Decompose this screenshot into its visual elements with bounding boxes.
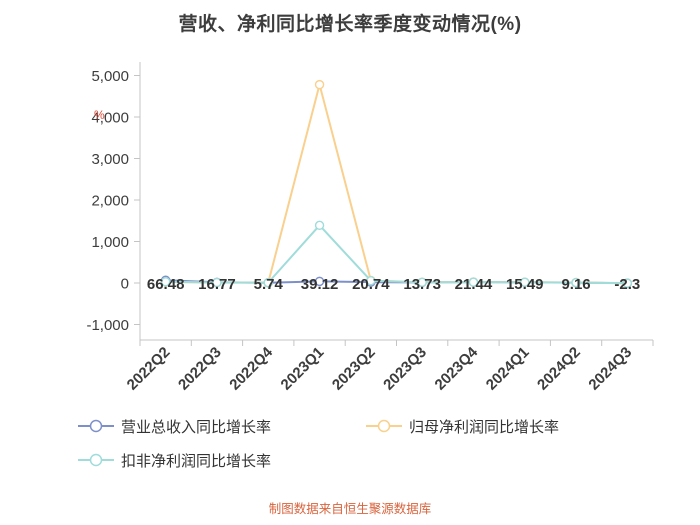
- x-axis-label: 2022Q3: [175, 344, 225, 394]
- legend: 营业总收入同比增长率 归母净利润同比增长率 扣非净利润同比增长率: [78, 417, 559, 485]
- legend-label: 扣非净利润同比增长率: [121, 452, 272, 470]
- chart-title: 营收、净利同比增长率季度变动情况(%): [178, 14, 522, 35]
- y-axis-unit-label: %: [94, 108, 105, 122]
- y-axis-tick-label: 4,000: [91, 110, 129, 127]
- series-line-2: [165, 224, 628, 285]
- data-label: 21.44: [455, 276, 493, 293]
- legend-line-circle-icon: [78, 419, 114, 433]
- y-axis-tick-label: -1,000: [86, 317, 129, 334]
- data-point-marker: [366, 276, 376, 286]
- data-label: 66.48: [147, 276, 185, 293]
- y-axis-tick-label: 0: [121, 276, 129, 293]
- legend-label: 归母净利润同比增长率: [409, 418, 560, 436]
- x-axis-label: 2023Q4: [432, 343, 482, 393]
- legend-row-2: 扣非净利润同比增长率: [78, 450, 559, 471]
- data-label: 13.73: [403, 276, 441, 293]
- x-axis-label: 2022Q2: [124, 344, 174, 394]
- data-point-marker: [520, 277, 530, 287]
- data-label: 5.74: [254, 276, 284, 293]
- data-point-marker: [212, 277, 222, 288]
- data-point-marker: [160, 277, 171, 287]
- y-axis-tick-label: 1,000: [91, 234, 129, 251]
- data-source-note: 制图数据来自恒生聚源数据库: [268, 502, 432, 516]
- data-point-marker: [314, 220, 325, 231]
- data-label: 15.49: [506, 276, 544, 293]
- x-axis-label: 2023Q2: [329, 344, 379, 394]
- x-axis-label: 2023Q1: [278, 344, 328, 394]
- x-axis-label: 2024Q2: [534, 344, 584, 394]
- data-point-marker: [417, 277, 427, 288]
- legend-label: 营业总收入同比增长率: [121, 418, 272, 436]
- legend-item-revenue-growth[interactable]: 营业总收入同比增长率: [78, 416, 271, 437]
- data-point-marker: [314, 79, 325, 90]
- legend-line-circle-icon: [366, 419, 403, 433]
- legend-item-non-recurring-profit-growth[interactable]: 扣非净利润同比增长率: [78, 450, 271, 471]
- data-point-marker: [622, 278, 633, 288]
- y-axis-tick-label: 3,000: [91, 151, 129, 168]
- data-point-marker: [314, 276, 325, 287]
- data-point-marker: [263, 277, 273, 288]
- data-label: 39.12: [301, 276, 339, 293]
- legend-line-circle-icon: [78, 453, 114, 467]
- x-axis-label: 2023Q3: [380, 344, 430, 394]
- x-axis-label: 2024Q3: [585, 344, 635, 394]
- data-point-marker: [571, 277, 581, 288]
- data-label: 9.16: [561, 276, 590, 293]
- legend-item-net-profit-growth[interactable]: 归母净利润同比增长率: [366, 416, 559, 437]
- data-label: 16.77: [198, 276, 236, 293]
- data-point-marker: [468, 277, 479, 287]
- x-axis-label: 2022Q4: [226, 343, 276, 393]
- y-axis-tick-label: 5,000: [91, 68, 129, 85]
- x-axis-label: 2024Q1: [483, 344, 533, 394]
- y-axis-tick-label: 2,000: [91, 193, 129, 210]
- data-label: -2.3: [614, 276, 640, 293]
- series-line-1: [165, 83, 628, 285]
- data-label: 20.74: [352, 276, 390, 293]
- legend-row-1: 营业总收入同比增长率 归母净利润同比增长率: [78, 416, 559, 437]
